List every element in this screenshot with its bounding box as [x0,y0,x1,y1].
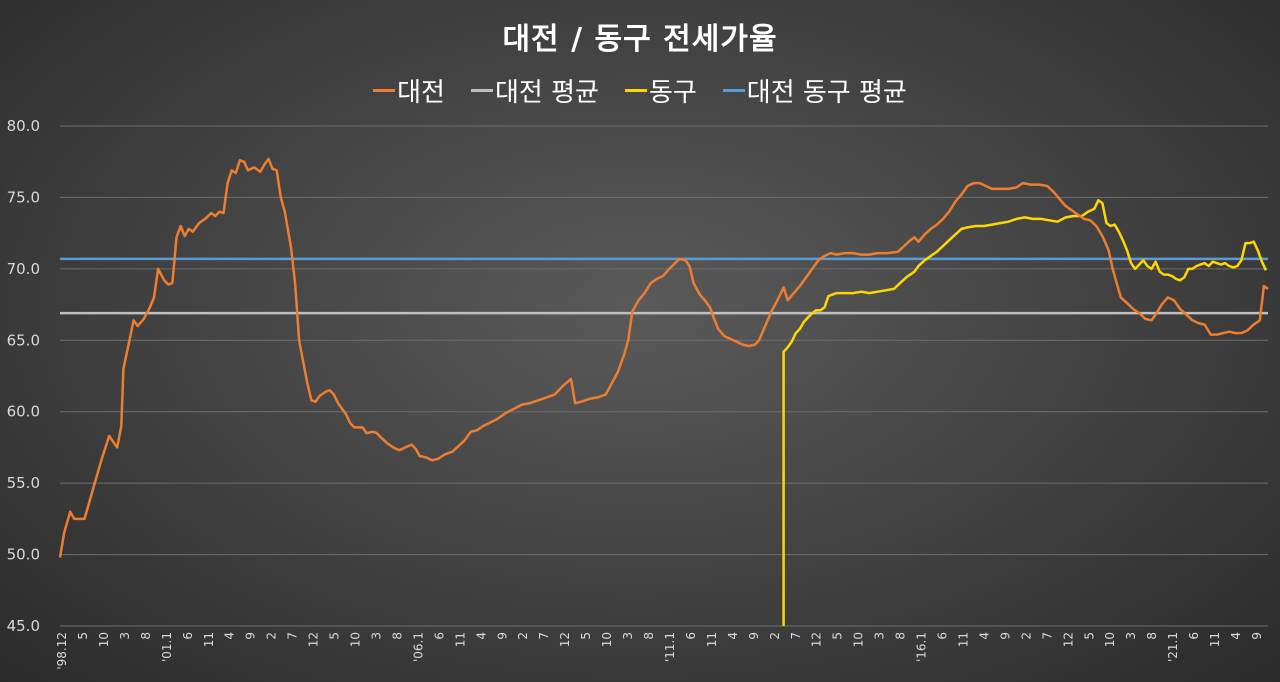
x-tick-label: 4 [474,632,488,640]
y-tick-label: 55.0 [7,474,40,492]
x-tick-label: 6 [684,632,698,640]
x-tick-label: 6 [181,632,195,640]
series-line-2 [782,199,1268,626]
x-tick-label: 11 [1208,632,1222,647]
x-tick-label: 2 [265,632,279,640]
series-line-0 [58,157,1269,558]
x-tick-label: 5 [76,632,90,640]
legend-item-daejeon-donggu-avg: 대전 동구 평균 [722,72,907,109]
x-tick-label: 2 [516,632,530,640]
x-tick-label: 4 [977,632,991,640]
x-tick-label: 11 [202,632,216,647]
x-tick-label: 4 [223,632,237,640]
legend-item-donggu: 동구 [624,72,697,109]
legend-swatch-daejeon-avg [470,89,493,92]
x-tick-label: 9 [244,632,258,640]
x-tick-label: 3 [621,632,635,640]
x-tick-label: 12 [558,632,572,647]
x-tick-label: 8 [894,632,908,640]
x-tick-label: 8 [1145,632,1159,640]
x-tick-label: 6 [1187,632,1201,640]
legend-label-daejeon-donggu-avg: 대전 동구 평균 [746,78,907,108]
legend: 대전 대전 평균 동구 대전 동구 평균 [0,72,1280,109]
y-tick-label: 75.0 [7,188,40,206]
x-tick-label: 5 [831,632,845,640]
x-tick-label: 9 [1250,632,1264,640]
x-tick-label: 10 [1103,632,1117,647]
x-tick-label: 7 [286,632,300,640]
x-tick-label: 9 [747,632,761,640]
x-tick-label: '06.1 [411,632,425,662]
x-tick-label: 12 [307,632,321,647]
x-tick-label: 8 [390,632,404,640]
legend-label-donggu: 동구 [648,78,697,108]
legend-label-daejeon: 대전 [397,78,445,108]
x-tick-label: 3 [1124,632,1138,640]
chart-title: 대전 / 동구 전세가율 [502,22,778,57]
x-tick-label: 7 [789,632,803,640]
x-tick-label: 10 [852,632,866,647]
y-tick-label: 50.0 [7,546,40,564]
x-tick-label: 9 [998,632,1012,640]
x-tick-label: 2 [768,632,782,640]
y-tick-label: 80.0 [7,117,40,135]
x-tick-label: 5 [328,632,342,640]
legend-swatch-daejeon [373,89,396,92]
x-tick-label: 11 [705,632,719,647]
x-tick-label: '01.1 [160,632,174,662]
legend-item-daejeon-avg: 대전 평균 [470,72,599,109]
x-tick-label: '21.1 [1166,632,1180,662]
x-tick-label: 4 [1229,632,1243,640]
x-tick-label: 9 [495,632,509,640]
x-tick-label: 2 [1019,632,1033,640]
x-tick-label: 3 [118,632,132,640]
x-tick-label: 10 [349,632,363,647]
y-tick-label: 65.0 [7,331,40,349]
x-tick-label: 12 [1061,632,1075,647]
x-tick-label: 8 [139,632,153,640]
x-tick-label: '98.12 [55,632,69,670]
x-tick-label: 11 [453,632,467,647]
y-tick-label: 60.0 [7,403,40,421]
legend-swatch-daejeon-donggu-avg [722,89,745,92]
x-tick-label: 3 [873,632,887,640]
x-tick-label: 6 [432,632,446,640]
x-tick-label: 5 [1082,632,1096,640]
x-tick-label: 11 [956,632,970,647]
x-tick-label: 8 [642,632,656,640]
x-tick-label: 4 [726,632,740,640]
x-tick-label: 5 [579,632,593,640]
x-tick-label: '16.1 [915,632,929,662]
x-axis-ticks: '98.12 5 10 3 8'01.1 6 11 4 9 2 7 12 5 10 3 8'06.1 6 11 4 9… [55,632,1264,670]
y-axis-ticks: 80.0 75.0 70.0 65.0 60.0 55.0 50.0 45.0 [7,117,40,635]
y-tick-label: 45.0 [7,617,40,635]
legend-item-daejeon: 대전 [373,72,445,109]
legend-swatch-donggu [624,89,647,92]
x-tick-label: '11.1 [663,632,677,662]
x-tick-label: 7 [537,632,551,640]
x-tick-label: 3 [369,632,383,640]
series-lines [58,157,1269,626]
x-tick-label: 10 [600,632,614,647]
legend-label-daejeon-avg: 대전 평균 [494,78,599,108]
x-tick-label: 7 [1040,632,1054,640]
gridlines [60,125,1268,627]
x-tick-label: 6 [936,632,950,640]
y-tick-label: 70.0 [7,260,40,278]
x-tick-label: 10 [97,632,111,647]
x-tick-label: 12 [810,632,824,647]
